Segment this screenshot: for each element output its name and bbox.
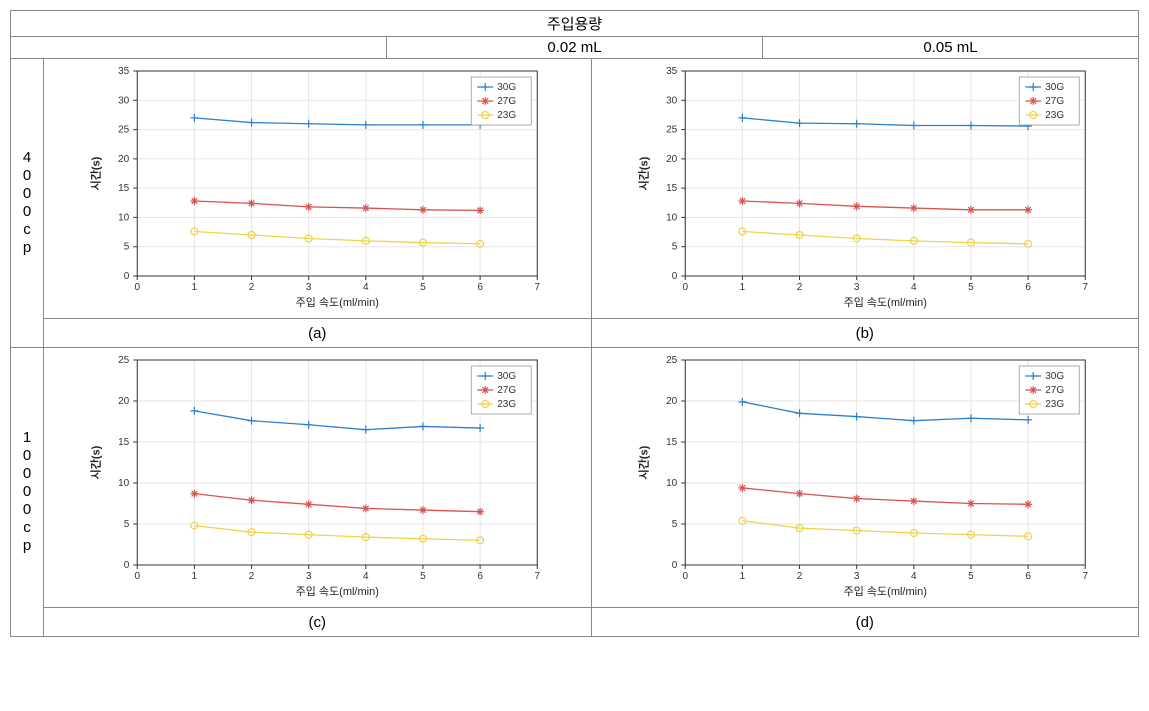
svg-text:2: 2 <box>796 571 802 582</box>
svg-text:주입 속도(ml/min): 주입 속도(ml/min) <box>843 585 926 598</box>
svg-text:0: 0 <box>134 571 140 582</box>
svg-text:23G: 23G <box>1045 399 1064 410</box>
svg-text:4: 4 <box>911 282 917 293</box>
svg-text:시간(s): 시간(s) <box>636 445 650 479</box>
svg-text:0: 0 <box>124 560 130 571</box>
svg-text:23G: 23G <box>497 110 516 121</box>
svg-text:30G: 30G <box>1045 371 1064 382</box>
svg-text:5: 5 <box>671 242 677 253</box>
svg-text:3: 3 <box>853 282 859 293</box>
svg-text:주입 속도(ml/min): 주입 속도(ml/min) <box>843 296 926 309</box>
col1-header: 0.02 mL <box>387 37 763 59</box>
svg-text:25: 25 <box>666 355 678 366</box>
svg-text:25: 25 <box>118 125 130 136</box>
chart-cell-c: 0 1 2 3 4 5 6 7 0 5 10 15 20 25 주입 속도(ml/min) 시간(s) 30G 2… <box>44 348 592 608</box>
chart-grid-table: 주입용량 0.02 mL 0.05 mL <box>10 10 1139 59</box>
svg-text:1: 1 <box>739 282 745 293</box>
svg-text:5: 5 <box>671 519 677 530</box>
svg-text:30G: 30G <box>1045 82 1064 93</box>
svg-text:5: 5 <box>968 571 974 582</box>
svg-text:4: 4 <box>363 282 369 293</box>
blank-corner <box>11 37 387 59</box>
svg-text:7: 7 <box>1082 571 1088 582</box>
svg-text:7: 7 <box>534 571 540 582</box>
svg-text:0: 0 <box>671 271 677 282</box>
svg-text:5: 5 <box>420 571 426 582</box>
svg-text:3: 3 <box>306 282 312 293</box>
svg-text:주입 속도(ml/min): 주입 속도(ml/min) <box>296 585 379 598</box>
svg-text:5: 5 <box>124 242 130 253</box>
svg-text:2: 2 <box>796 282 802 293</box>
svg-text:5: 5 <box>420 282 426 293</box>
svg-text:23G: 23G <box>1045 110 1064 121</box>
svg-text:2: 2 <box>249 282 255 293</box>
svg-text:3: 3 <box>853 571 859 582</box>
svg-text:35: 35 <box>118 66 130 77</box>
svg-text:20: 20 <box>118 396 130 407</box>
svg-text:30: 30 <box>118 95 130 106</box>
col2-header: 0.05 mL <box>763 37 1139 59</box>
caption-d: (d) <box>591 608 1139 637</box>
svg-text:20: 20 <box>118 154 130 165</box>
svg-text:1: 1 <box>192 282 198 293</box>
svg-text:1: 1 <box>192 571 198 582</box>
svg-text:20: 20 <box>666 396 678 407</box>
svg-text:4: 4 <box>363 571 369 582</box>
caption-c: (c) <box>44 608 592 637</box>
svg-text:10: 10 <box>666 212 678 223</box>
svg-text:25: 25 <box>666 125 678 136</box>
svg-text:20: 20 <box>666 154 678 165</box>
svg-text:0: 0 <box>682 282 688 293</box>
svg-text:30G: 30G <box>497 82 516 93</box>
svg-text:주입 속도(ml/min): 주입 속도(ml/min) <box>296 296 379 309</box>
row2-label: 10000cp <box>11 348 44 637</box>
svg-text:15: 15 <box>118 437 130 448</box>
svg-text:0: 0 <box>682 571 688 582</box>
svg-text:35: 35 <box>666 66 678 77</box>
svg-text:5: 5 <box>124 519 130 530</box>
svg-text:1: 1 <box>739 571 745 582</box>
chart-cell-b: 0 1 2 3 4 5 6 7 0 5 10 15 20 25 30 35 주입 속도(ml/min) 시간(s)… <box>591 59 1139 319</box>
svg-text:3: 3 <box>306 571 312 582</box>
svg-text:7: 7 <box>534 282 540 293</box>
svg-text:6: 6 <box>1025 571 1031 582</box>
svg-text:시간(s): 시간(s) <box>88 156 102 190</box>
svg-text:6: 6 <box>477 571 483 582</box>
svg-text:15: 15 <box>666 183 678 194</box>
svg-text:30G: 30G <box>497 371 516 382</box>
chart-grid-body: 4000cp 0123456705101520253035주입 속도(ml/mi… <box>10 58 1139 637</box>
svg-text:시간(s): 시간(s) <box>636 156 650 190</box>
svg-text:10: 10 <box>118 212 130 223</box>
svg-text:4: 4 <box>911 571 917 582</box>
svg-text:15: 15 <box>666 437 678 448</box>
svg-text:27G: 27G <box>1045 96 1064 107</box>
svg-text:15: 15 <box>118 183 130 194</box>
svg-text:0: 0 <box>671 560 677 571</box>
svg-text:2: 2 <box>249 571 255 582</box>
chart-cell-a: 0 1 2 3 4 5 6 7 0 5 10 15 20 25 30 35 주입 속도(ml/min) 시간(s)… <box>44 59 592 319</box>
svg-text:시간(s): 시간(s) <box>88 445 102 479</box>
caption-b: (b) <box>591 319 1139 348</box>
svg-text:10: 10 <box>118 478 130 489</box>
svg-text:7: 7 <box>1082 282 1088 293</box>
svg-text:0: 0 <box>124 271 130 282</box>
caption-a: (a) <box>44 319 592 348</box>
svg-text:25: 25 <box>118 355 130 366</box>
svg-text:10: 10 <box>666 478 678 489</box>
svg-text:27G: 27G <box>1045 385 1064 396</box>
row1-label: 4000cp <box>11 59 44 348</box>
svg-text:27G: 27G <box>497 96 516 107</box>
header-title: 주입용량 <box>11 11 1139 37</box>
chart-cell-d: 0 1 2 3 4 5 6 7 0 5 10 15 20 25 주입 속도(ml/min) 시간(s) 30G 2… <box>591 348 1139 608</box>
svg-text:30: 30 <box>666 95 678 106</box>
svg-text:5: 5 <box>968 282 974 293</box>
svg-text:0: 0 <box>134 282 140 293</box>
svg-text:6: 6 <box>1025 282 1031 293</box>
svg-text:27G: 27G <box>497 385 516 396</box>
svg-text:23G: 23G <box>497 399 516 410</box>
svg-text:6: 6 <box>477 282 483 293</box>
